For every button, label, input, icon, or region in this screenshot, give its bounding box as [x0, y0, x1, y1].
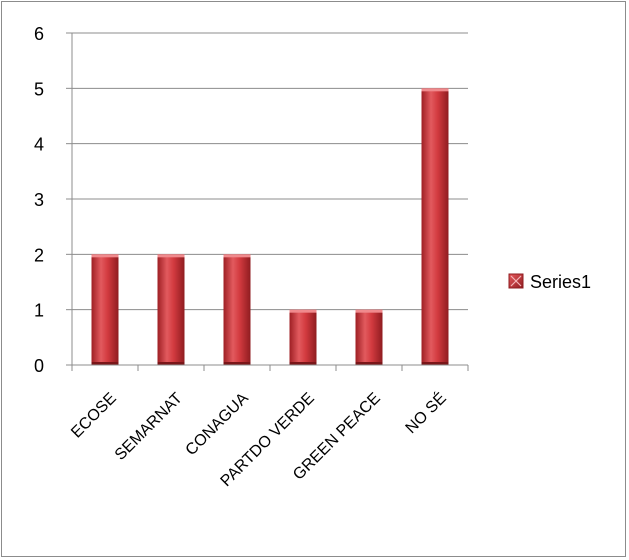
bar-body — [355, 309, 383, 365]
axes — [71, 33, 469, 371]
bar-cap — [223, 254, 251, 258]
bar-base — [91, 362, 119, 365]
bar-body — [421, 88, 449, 365]
legend-label: Series1 — [530, 272, 591, 292]
bar-base — [421, 362, 449, 365]
y-tick-label: 1 — [34, 301, 44, 321]
x-tick-label: SEMARNAT — [112, 390, 186, 464]
bar-base — [223, 362, 251, 365]
bar-base — [355, 362, 383, 365]
bar-cap — [91, 254, 119, 258]
bar — [421, 88, 449, 365]
bar-cap — [355, 309, 383, 313]
bar-cap — [157, 254, 185, 258]
y-tick-labels: 0 1 2 3 4 5 6 — [34, 24, 44, 376]
bar-base — [157, 362, 185, 365]
legend-swatch — [508, 273, 524, 289]
bar-body — [223, 254, 251, 365]
y-tick-label: 3 — [34, 190, 44, 210]
bar-body — [91, 254, 119, 365]
bars — [91, 88, 449, 365]
x-tick-label: CONAGUA — [183, 390, 252, 459]
x-tick-label: NO SÉ — [401, 388, 450, 437]
bar-body — [289, 309, 317, 365]
bar — [91, 254, 119, 365]
bar — [157, 254, 185, 365]
bar — [223, 254, 251, 365]
y-tick-label: 6 — [34, 24, 44, 44]
y-tick-label: 2 — [34, 245, 44, 265]
bar-cap — [421, 88, 449, 92]
y-tick-label: 4 — [34, 135, 44, 155]
bar-base — [289, 362, 317, 365]
gridlines — [66, 32, 468, 366]
y-tick-label: 5 — [34, 79, 44, 99]
bar-cap — [289, 309, 317, 313]
y-tick-label: 0 — [34, 356, 44, 376]
bar — [289, 309, 317, 365]
legend: Series1 — [508, 272, 591, 292]
x-tick-label: ECOSE — [68, 390, 120, 442]
bar-body — [157, 254, 185, 365]
bar — [355, 309, 383, 365]
